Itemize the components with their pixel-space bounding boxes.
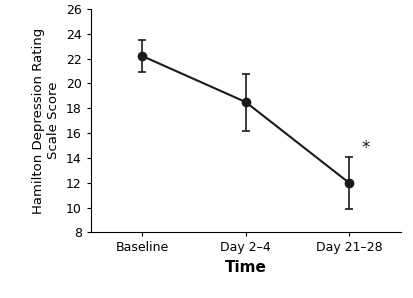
Text: *: *	[361, 139, 370, 157]
Y-axis label: Hamilton Depression Rating
Scale Score: Hamilton Depression Rating Scale Score	[32, 28, 60, 214]
X-axis label: Time: Time	[225, 260, 267, 275]
